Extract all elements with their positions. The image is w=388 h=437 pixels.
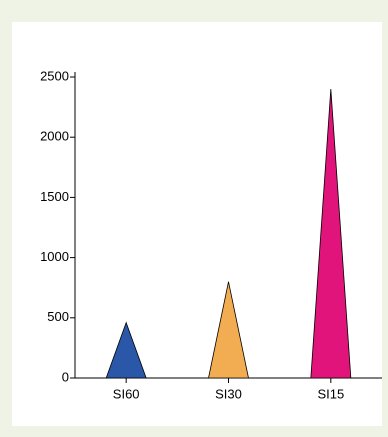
y-tick-label: 0 [62, 369, 69, 384]
x-tick-label: SI60 [113, 386, 140, 401]
y-tick-label: 1000 [40, 249, 69, 264]
y-tick-label: 2000 [40, 129, 69, 144]
x-tick-label: SI15 [317, 386, 344, 401]
y-tick-label: 1500 [40, 189, 69, 204]
x-tick-label: SI30 [215, 386, 242, 401]
y-tick-label: 500 [47, 309, 69, 324]
y-tick-label: 2500 [40, 68, 69, 83]
